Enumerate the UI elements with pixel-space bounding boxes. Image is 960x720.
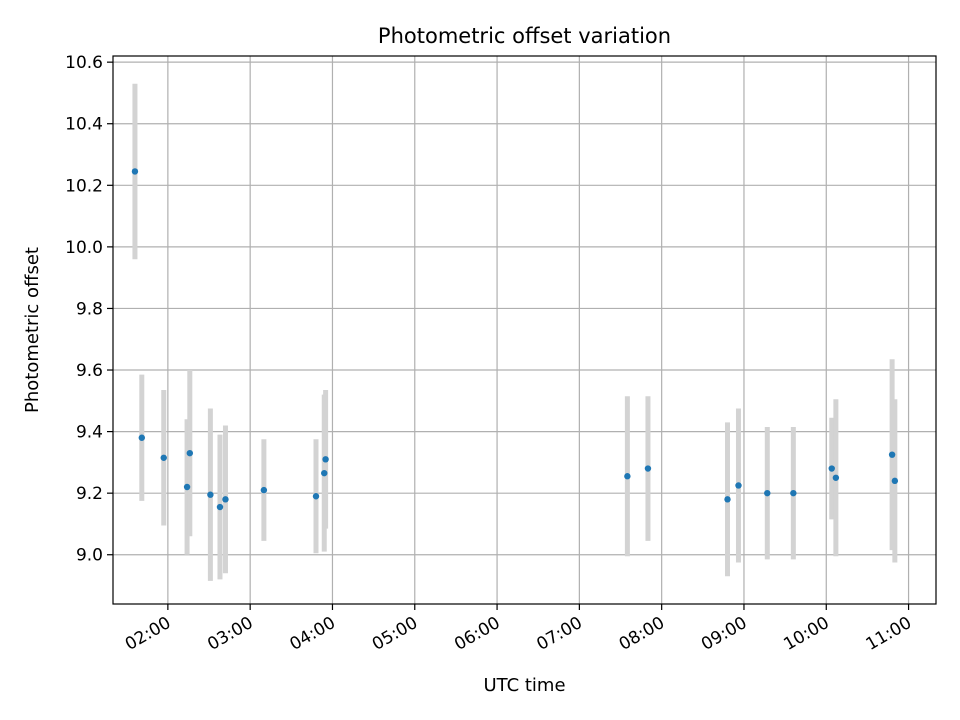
x-tick-label: 11:00: [863, 613, 915, 655]
data-point: [764, 489, 771, 497]
y-tick-label: 9.6: [76, 361, 103, 381]
data-point: [624, 473, 631, 480]
data-point: [322, 456, 329, 463]
y-tick-label: 9.8: [76, 299, 103, 319]
data-point: [138, 434, 146, 441]
x-tick-label: 03:00: [204, 613, 256, 655]
data-points: [131, 168, 899, 511]
y-tick-label: 9.2: [76, 484, 103, 504]
data-point: [183, 483, 191, 491]
data-point: [216, 503, 224, 511]
y-tick-label: 10.6: [65, 53, 103, 73]
data-point: [207, 491, 214, 498]
data-point: [131, 168, 139, 175]
x-tick-label: 10:00: [780, 613, 832, 655]
data-point: [186, 449, 194, 457]
y-tick-label: 10.4: [65, 115, 103, 135]
x-tick-label: 08:00: [616, 613, 668, 655]
data-point: [828, 465, 835, 472]
y-tick-label: 9.0: [76, 546, 103, 566]
y-axis-ticks: 9.0 9.2 9.4 9.6 9.8 10.0 10.2 10.4 10.6: [65, 53, 113, 566]
plot-frame: [112, 55, 937, 605]
data-point: [735, 482, 742, 489]
y-tick-label: 10.2: [65, 176, 103, 196]
x-tick-label: 09:00: [698, 613, 750, 655]
x-axis-ticks: 02:00 03:00 04:00 05:00 06:00 07:00 08:00 09:00…: [122, 604, 915, 655]
x-tick-label: 04:00: [287, 613, 339, 655]
x-tick-label: 07:00: [533, 613, 585, 655]
y-axis-title: Photometric offset: [22, 247, 43, 413]
data-point: [644, 465, 652, 472]
data-point: [888, 451, 896, 458]
data-point: [832, 474, 840, 481]
data-point: [891, 477, 899, 485]
y-tick-label: 9.4: [76, 423, 103, 443]
y-tick-label: 10.0: [65, 238, 103, 258]
data-point: [222, 496, 229, 503]
chart-title: Photometric offset variation: [378, 24, 671, 48]
grid: [113, 56, 936, 604]
data-point: [724, 496, 731, 503]
x-tick-label: 02:00: [122, 613, 174, 655]
data-point: [260, 486, 268, 494]
x-axis-title: UTC time: [483, 675, 565, 696]
data-point: [160, 454, 167, 461]
data-point: [321, 469, 328, 477]
data-point: [312, 493, 320, 500]
x-tick-label: 06:00: [451, 613, 503, 655]
data-point: [790, 489, 797, 497]
x-tick-label: 05:00: [369, 613, 421, 655]
error-bars: [132, 83, 898, 581]
